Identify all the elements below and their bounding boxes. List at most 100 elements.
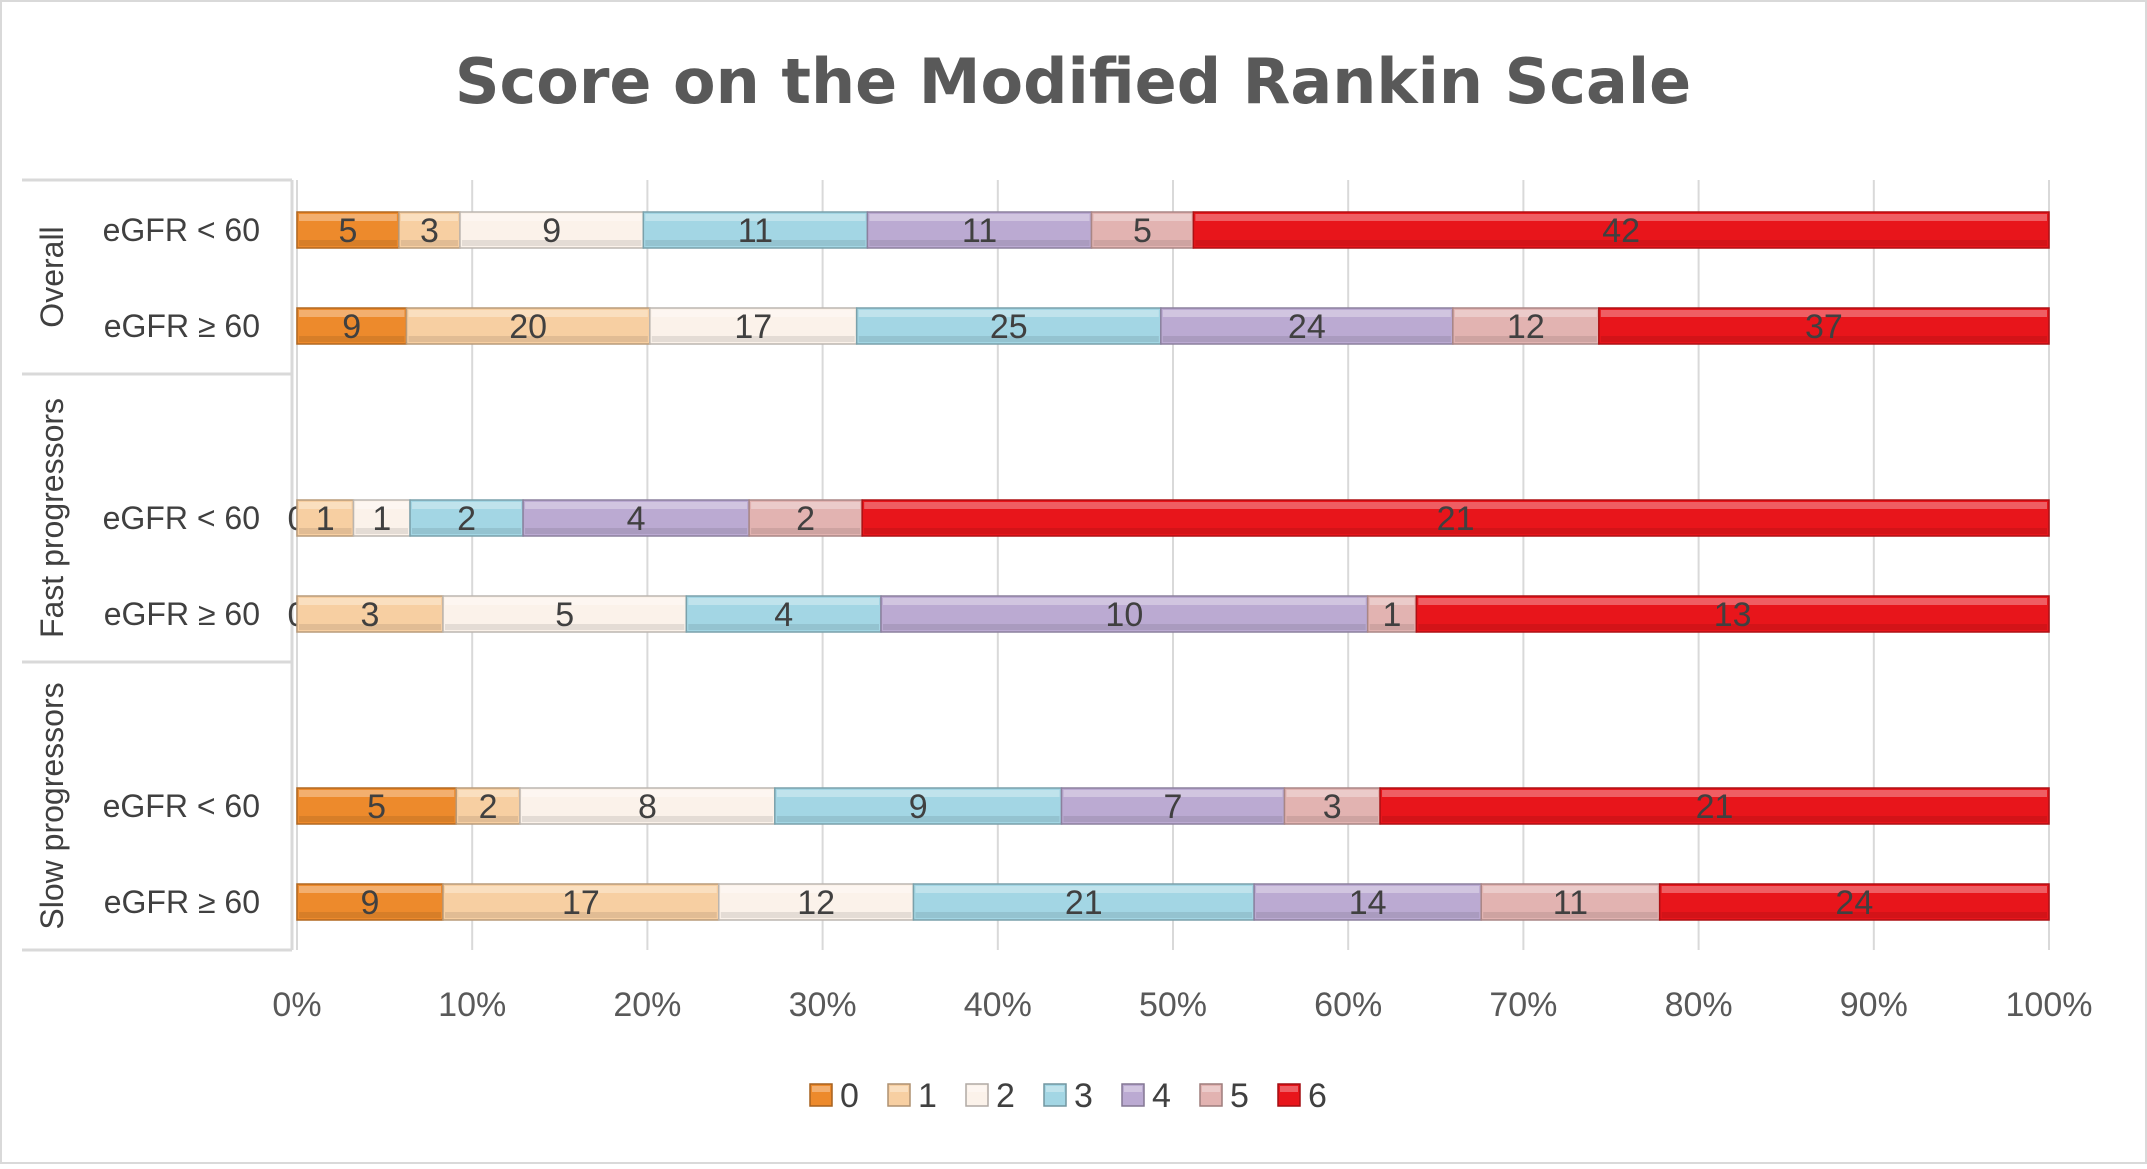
bar-segment-shadow bbox=[864, 528, 2047, 534]
x-tick-label: 20% bbox=[613, 986, 681, 1024]
x-axis-ticks: 0% 10% 20% 30% 40% 50% 60% 70% 80% 90% 100% bbox=[272, 986, 2092, 1024]
legend-label: 0 bbox=[840, 1077, 859, 1115]
data-label: 9 bbox=[342, 308, 361, 346]
bar-segment-highlight bbox=[299, 502, 352, 509]
bar-segment-highlight bbox=[645, 214, 866, 221]
bar-segment-shadow bbox=[461, 240, 642, 246]
bar-segment-highlight bbox=[720, 886, 912, 893]
bar-segment-shadow bbox=[1382, 816, 2047, 822]
data-label: 20 bbox=[509, 308, 547, 346]
bar-segment-shadow bbox=[299, 528, 352, 534]
bar-segment-highlight bbox=[461, 214, 642, 221]
bar-segment-shadow bbox=[445, 912, 717, 918]
bar-segment-highlight bbox=[1195, 214, 2047, 221]
data-label: 9 bbox=[361, 884, 380, 922]
bar-segment-highlight bbox=[1418, 598, 2047, 605]
legend-label: 1 bbox=[918, 1077, 937, 1115]
data-label: 11 bbox=[738, 212, 773, 250]
legend-swatch-highlight bbox=[1280, 1086, 1298, 1092]
x-tick-label: 70% bbox=[1489, 986, 1557, 1024]
bar-segment-shadow bbox=[408, 336, 648, 342]
bar-segment-highlight bbox=[1256, 886, 1480, 893]
bar-segment-shadow bbox=[883, 624, 1366, 630]
legend-swatch-highlight bbox=[1124, 1086, 1142, 1092]
category-axis: Overall Fast progressors Slow progressors e… bbox=[22, 178, 294, 952]
bar-segment-highlight bbox=[869, 214, 1090, 221]
legend-label: 6 bbox=[1308, 1077, 1327, 1115]
data-label: 1 bbox=[372, 500, 391, 538]
data-label: 24 bbox=[1835, 884, 1873, 922]
data-label: 3 bbox=[420, 212, 439, 250]
bar-segment-shadow bbox=[688, 624, 879, 630]
x-tick-label: 0% bbox=[272, 986, 321, 1024]
x-tick-label: 50% bbox=[1139, 986, 1207, 1024]
bar-segment-shadow bbox=[720, 912, 912, 918]
bar-segment-highlight bbox=[1454, 310, 1597, 317]
bar-segment-shadow bbox=[458, 816, 518, 822]
legend-label: 4 bbox=[1152, 1077, 1171, 1115]
x-tick-label: 40% bbox=[964, 986, 1032, 1024]
bar-segment-highlight bbox=[1483, 886, 1658, 893]
bar-segment-highlight bbox=[445, 886, 717, 893]
group-label: Fast progressors bbox=[34, 398, 70, 638]
bar-segment-shadow bbox=[412, 528, 522, 534]
x-tick-label: 80% bbox=[1665, 986, 1733, 1024]
bar-segment-shadow bbox=[1195, 240, 2047, 246]
bar-segment-highlight bbox=[299, 214, 397, 221]
bar-segment-highlight bbox=[688, 598, 879, 605]
bar-segment-highlight bbox=[458, 790, 518, 797]
data-label: 21 bbox=[1437, 500, 1475, 538]
data-label: 37 bbox=[1805, 308, 1843, 346]
bar-segment-highlight bbox=[355, 502, 409, 509]
data-label: 4 bbox=[774, 596, 793, 634]
data-label: 14 bbox=[1349, 884, 1387, 922]
bar-segment-shadow bbox=[445, 624, 685, 630]
bar-segment-shadow bbox=[858, 336, 1159, 342]
bar-segment-shadow bbox=[1454, 336, 1597, 342]
group-label: Overall bbox=[34, 226, 70, 327]
legend-swatch-highlight bbox=[890, 1086, 908, 1092]
data-label: 1 bbox=[316, 500, 335, 538]
bar-segment-highlight bbox=[525, 502, 748, 509]
bar-segment-highlight bbox=[883, 598, 1366, 605]
bar-segment-shadow bbox=[299, 336, 405, 342]
bar-segment-highlight bbox=[776, 790, 1060, 797]
legend: 0 1 2 3 4 5 6 bbox=[809, 1077, 1327, 1115]
data-label: 9 bbox=[542, 212, 561, 250]
bar-segment-highlight bbox=[521, 790, 773, 797]
data-label: 25 bbox=[990, 308, 1028, 346]
bar-segment-highlight bbox=[858, 310, 1159, 317]
data-label: 17 bbox=[734, 308, 772, 346]
legend-label: 2 bbox=[996, 1077, 1015, 1115]
bar-segment-shadow bbox=[1286, 816, 1379, 822]
bar-segment-highlight bbox=[1661, 886, 2047, 893]
bar-segment-highlight bbox=[1063, 790, 1283, 797]
legend-swatch-highlight bbox=[1046, 1086, 1064, 1092]
bar-segment-highlight bbox=[864, 502, 2047, 509]
data-label: 21 bbox=[1696, 788, 1734, 826]
bars: 5391111542920172524123701124221035410113… bbox=[288, 211, 2050, 922]
data-label: 5 bbox=[338, 212, 357, 250]
x-tick-label: 10% bbox=[438, 986, 506, 1024]
bar-segment-highlight bbox=[412, 502, 522, 509]
data-label: 17 bbox=[562, 884, 600, 922]
x-tick-label: 30% bbox=[789, 986, 857, 1024]
bar-segment-highlight bbox=[1162, 310, 1451, 317]
bar-segment-shadow bbox=[1661, 912, 2047, 918]
bar-segment-highlight bbox=[299, 886, 441, 893]
bar-segment-highlight bbox=[299, 790, 455, 797]
bar-segment-shadow bbox=[299, 240, 397, 246]
bar-segment-shadow bbox=[1063, 816, 1283, 822]
bar-segment-highlight bbox=[445, 598, 685, 605]
bar-segment-shadow bbox=[355, 528, 409, 534]
data-label: 12 bbox=[1507, 308, 1545, 346]
bar-segment-highlight bbox=[1093, 214, 1192, 221]
bar-segment-shadow bbox=[651, 336, 855, 342]
data-label: 5 bbox=[555, 596, 574, 634]
bar-segment-shadow bbox=[1162, 336, 1451, 342]
bar-segment-shadow bbox=[400, 240, 458, 246]
data-label: 7 bbox=[1164, 788, 1183, 826]
